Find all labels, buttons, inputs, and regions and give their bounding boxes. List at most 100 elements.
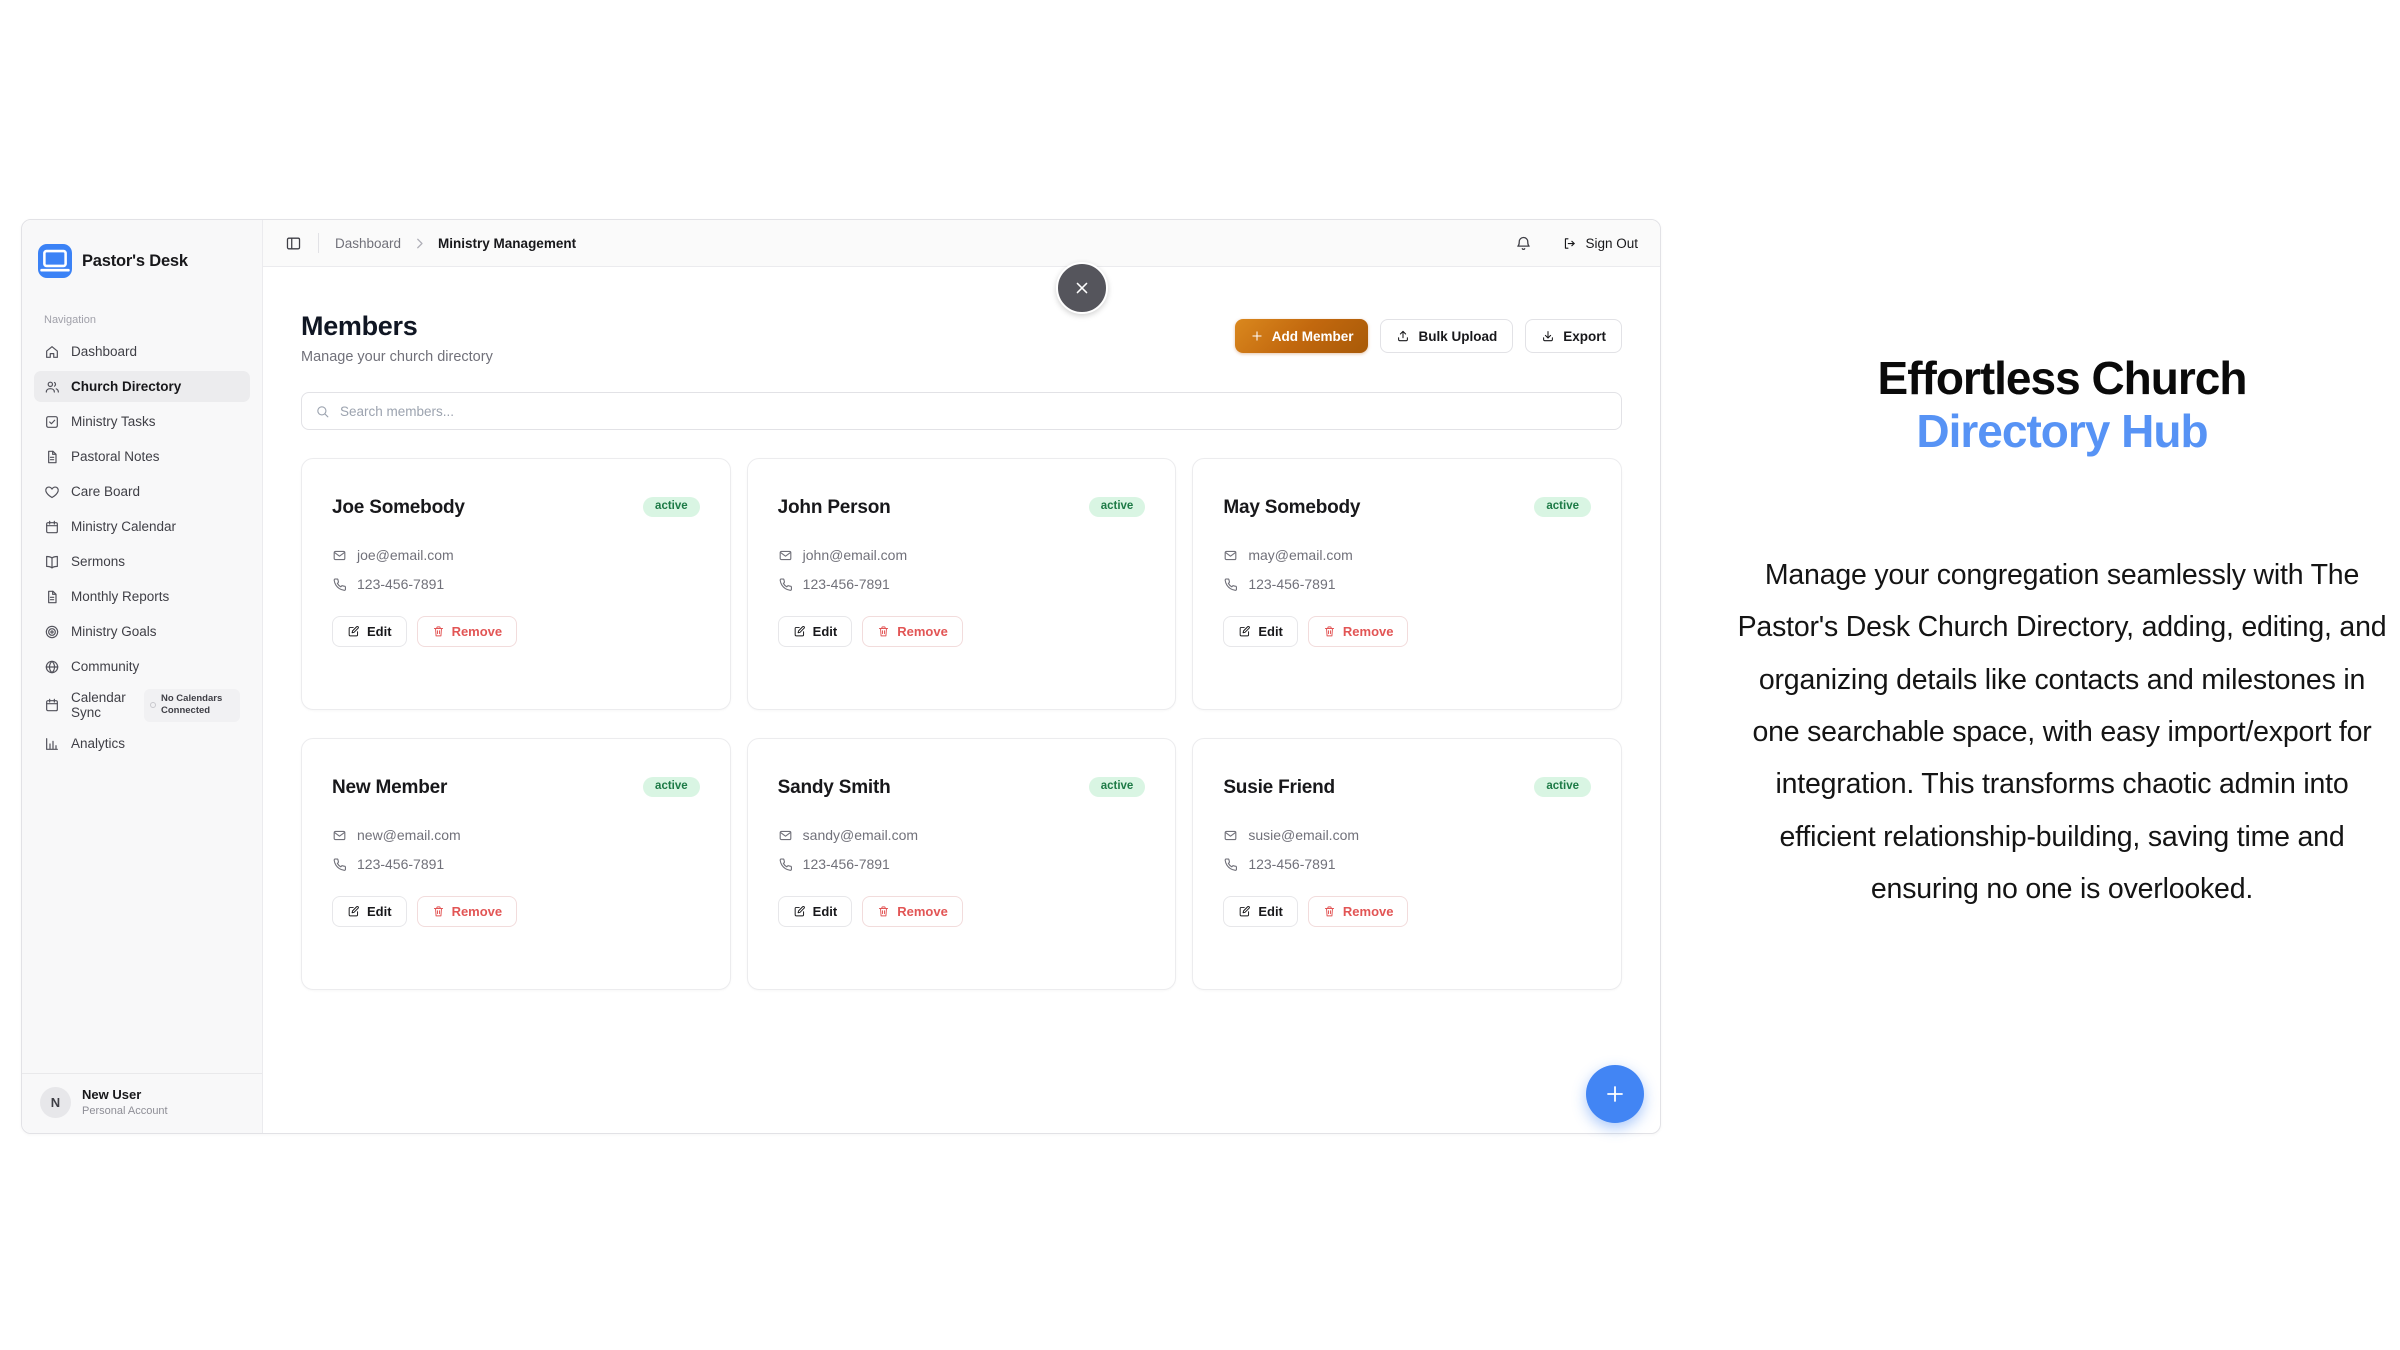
sidebar-item-care-board[interactable]: Care Board <box>34 476 250 507</box>
chevron-right-icon <box>411 235 428 252</box>
marketing-title: Effortless Church Directory Hub <box>1732 352 2392 459</box>
member-name: Susie Friend <box>1223 777 1335 798</box>
calendar-icon <box>44 697 60 713</box>
remove-member-button[interactable]: Remove <box>862 896 963 927</box>
remove-member-button[interactable]: Remove <box>1307 896 1409 927</box>
heart-icon <box>44 484 60 500</box>
sidebar-item-pastoral-notes[interactable]: Pastoral Notes <box>34 441 250 472</box>
edit-member-button[interactable]: Edit <box>332 616 407 647</box>
phone-icon <box>778 857 793 872</box>
member-email: sandy@email.com <box>802 827 919 843</box>
export-button[interactable]: Export <box>1525 319 1622 353</box>
phone-icon <box>778 577 793 592</box>
phone-icon <box>332 857 347 872</box>
book-open-icon <box>44 554 60 570</box>
edit-member-button[interactable]: Edit <box>1223 896 1298 927</box>
member-card: Joe Somebody active joe@email.com 123-456-7… <box>301 458 731 710</box>
phone-icon <box>1223 857 1238 872</box>
mail-icon <box>778 548 793 563</box>
sidebar-item-analytics[interactable]: Analytics <box>34 729 250 760</box>
edit-label: Edit <box>1258 904 1283 919</box>
sidebar-item-dashboard[interactable]: Dashboard <box>34 336 250 367</box>
edit-icon <box>1238 905 1251 918</box>
target-icon <box>44 624 60 640</box>
breadcrumb-dashboard[interactable]: Dashboard <box>335 235 402 251</box>
search-input[interactable] <box>340 403 1608 419</box>
status-dot-icon <box>150 702 156 709</box>
edit-icon <box>793 625 806 638</box>
marketing-title-line2: Directory Hub <box>1916 405 2208 458</box>
sidebar-item-community[interactable]: Community <box>34 651 250 682</box>
sidebar: Pastor's Desk Navigation Dashboard Church… <box>22 220 263 1133</box>
members-content: Members Manage your church directory Add… <box>263 267 1660 1133</box>
sign-out-label: Sign Out <box>1585 235 1638 251</box>
edit-member-button[interactable]: Edit <box>777 616 853 647</box>
add-member-button[interactable]: Add Member <box>1234 319 1369 353</box>
remove-member-button[interactable]: Remove <box>416 616 518 647</box>
trash-icon <box>432 625 445 638</box>
remove-member-button[interactable]: Remove <box>416 896 518 927</box>
close-button[interactable] <box>1056 262 1108 314</box>
edit-label: Edit <box>367 624 392 639</box>
users-icon <box>44 379 60 395</box>
remove-label: Remove <box>1342 624 1394 639</box>
bell-icon[interactable] <box>1515 235 1532 252</box>
edit-icon <box>347 905 360 918</box>
breadcrumb-current: Ministry Management <box>438 235 577 251</box>
brand: Pastor's Desk <box>34 238 250 284</box>
sidebar-item-monthly-reports[interactable]: Monthly Reports <box>34 581 250 612</box>
member-card: John Person active john@email.com 123-456-7… <box>746 458 1177 710</box>
sidebar-item-ministry-tasks[interactable]: Ministry Tasks <box>34 406 250 437</box>
sidebar-item-ministry-calendar[interactable]: Ministry Calendar <box>34 511 250 542</box>
sidebar-item-calendar-sync[interactable]: Calendar Sync No Calendars Connected <box>34 686 250 725</box>
remove-label: Remove <box>1342 904 1394 919</box>
top-header: Dashboard Ministry Management Sign Out <box>263 220 1660 267</box>
edit-member-button[interactable]: Edit <box>1223 616 1298 647</box>
edit-icon <box>1238 625 1251 638</box>
members-grid: Joe Somebody active joe@email.com 123-456-7… <box>301 458 1622 990</box>
member-phone-row: 123-456-7891 <box>332 856 700 872</box>
member-name: Sandy Smith <box>777 777 891 798</box>
sidebar-item-label: Community <box>71 658 140 674</box>
member-name: New Member <box>332 777 448 798</box>
member-phone-row: 123-456-7891 <box>1223 856 1591 872</box>
laptop-logo-icon <box>38 244 72 278</box>
bulk-upload-label: Bulk Upload <box>1418 328 1498 344</box>
member-name: May Somebody <box>1223 497 1361 518</box>
edit-icon <box>793 905 806 918</box>
floating-add-button[interactable] <box>1586 1065 1644 1123</box>
member-email-row: sandy@email.com <box>778 827 1146 843</box>
trash-icon <box>877 905 890 918</box>
sidebar-toggle-icon[interactable] <box>285 235 302 252</box>
member-name: John Person <box>777 497 891 518</box>
remove-label: Remove <box>897 904 948 919</box>
phone-icon <box>332 577 347 592</box>
member-email-row: susie@email.com <box>1223 827 1591 843</box>
remove-member-button[interactable]: Remove <box>862 616 963 647</box>
edit-label: Edit <box>812 624 838 639</box>
member-phone: 123-456-7891 <box>357 576 445 592</box>
download-icon <box>1541 329 1555 343</box>
home-icon <box>44 344 60 360</box>
bulk-upload-button[interactable]: Bulk Upload <box>1380 319 1514 353</box>
sidebar-item-label: Ministry Tasks <box>71 413 156 429</box>
edit-member-button[interactable]: Edit <box>777 896 853 927</box>
sidebar-item-church-directory[interactable]: Church Directory <box>34 371 250 402</box>
member-email: john@email.com <box>802 547 908 563</box>
trash-icon <box>1323 905 1336 918</box>
edit-member-button[interactable]: Edit <box>332 896 407 927</box>
member-card: New Member active new@email.com 123-456-789… <box>301 738 731 990</box>
sign-out-button[interactable]: Sign Out <box>1562 236 1638 251</box>
sidebar-item-ministry-goals[interactable]: Ministry Goals <box>34 616 250 647</box>
file-text-icon <box>44 589 60 605</box>
sidebar-item-sermons[interactable]: Sermons <box>34 546 250 577</box>
main-column: Dashboard Ministry Management Sign Out <box>263 220 1660 1133</box>
remove-member-button[interactable]: Remove <box>1307 616 1409 647</box>
trash-icon <box>1323 625 1336 638</box>
brand-name: Pastor's Desk <box>82 251 188 270</box>
sidebar-item-label: Care Board <box>71 483 141 499</box>
user-account-row[interactable]: N New User Personal Account <box>22 1072 262 1133</box>
trash-icon <box>432 905 445 918</box>
member-card: May Somebody active may@email.com 123-456-7… <box>1192 458 1622 710</box>
